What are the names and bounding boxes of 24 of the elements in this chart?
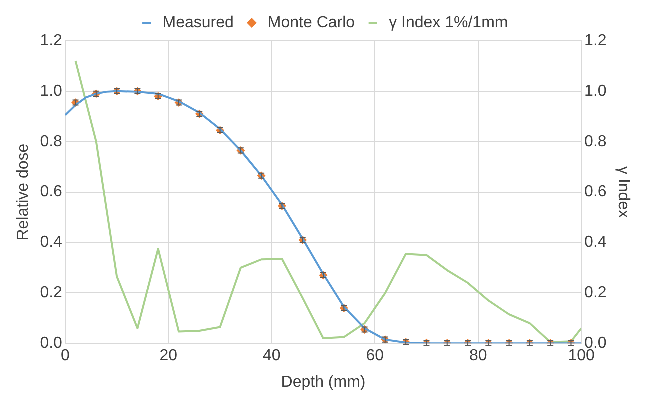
y-tick-label: 0.4 bbox=[40, 234, 63, 252]
y2-tick-label: 0.2 bbox=[584, 284, 607, 302]
x-axis-title: Depth (mm) bbox=[281, 374, 366, 391]
x-tick-label: 0 bbox=[60, 348, 70, 365]
y-axis-title: Relative dose bbox=[15, 144, 32, 241]
x-tick-label: 40 bbox=[262, 348, 281, 365]
y2-tick-label: 1.2 bbox=[584, 32, 607, 50]
x-tick-label: 60 bbox=[366, 348, 384, 365]
y2-tick-label: 0.6 bbox=[584, 184, 607, 201]
x-tick-label: 20 bbox=[160, 348, 178, 365]
legend-label: γ Index 1%/1mm bbox=[389, 14, 508, 32]
x-tick-label: 80 bbox=[469, 348, 488, 365]
y-tick-label: 0.8 bbox=[40, 133, 63, 150]
y2-tick-label: 0.4 bbox=[584, 234, 607, 252]
y-tick-label: 0.2 bbox=[40, 284, 63, 302]
y-tick-label: 0.0 bbox=[40, 335, 63, 352]
y-tick-label: 0.6 bbox=[40, 184, 63, 201]
y-tick-label: 1.2 bbox=[40, 32, 63, 50]
y-tick-label: 1.0 bbox=[40, 82, 63, 100]
y2-tick-label: 1.0 bbox=[584, 82, 607, 100]
legend-label: Measured bbox=[162, 14, 234, 32]
legend-label: Monte Carlo bbox=[268, 14, 356, 32]
y2-axis-title: γ Index bbox=[614, 166, 632, 218]
y2-tick-label: 0.8 bbox=[584, 133, 607, 150]
